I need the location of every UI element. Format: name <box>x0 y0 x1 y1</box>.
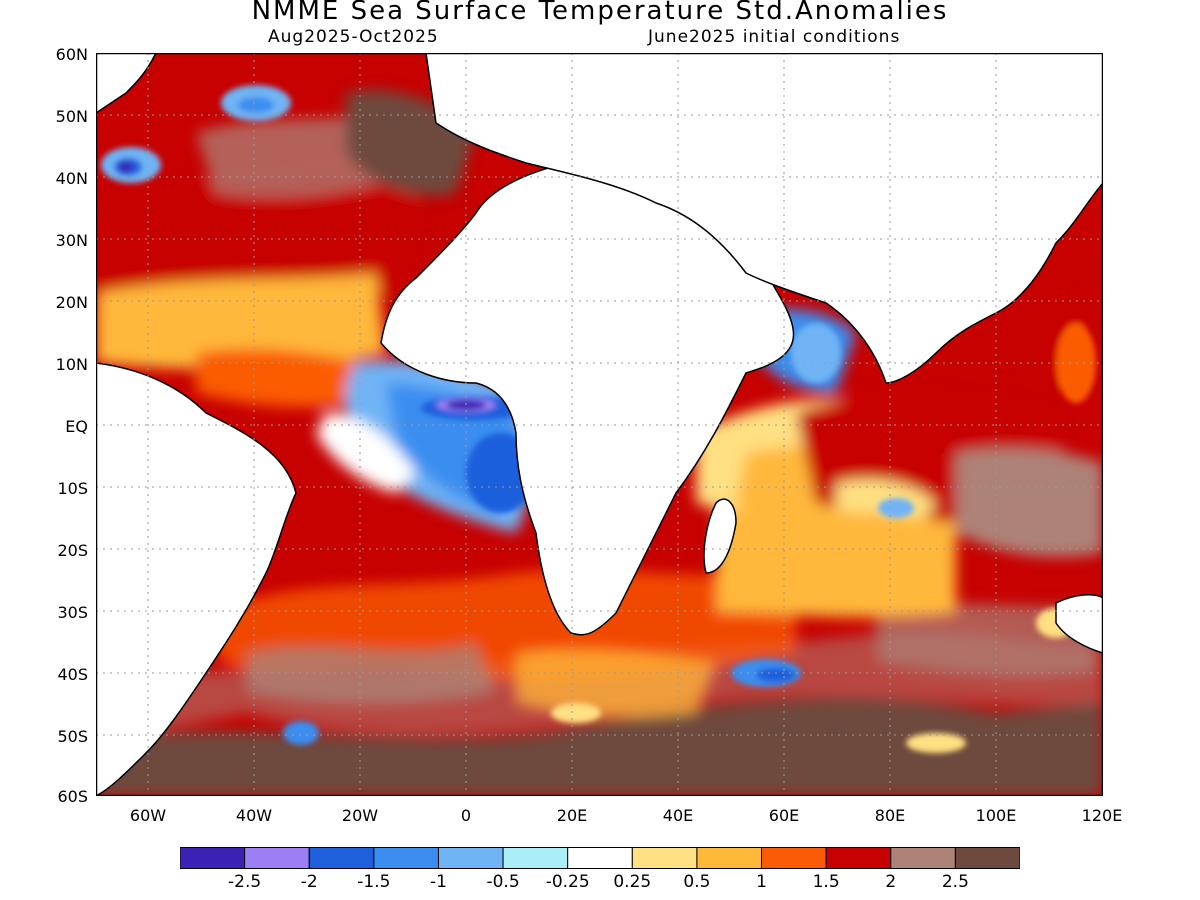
initial-conditions: June2025 initial conditions <box>648 27 901 47</box>
legend-swatch <box>244 847 310 869</box>
legend-label: -0.25 <box>545 872 590 892</box>
forecast-period: Aug2025-Oct2025 <box>268 27 439 47</box>
lon-tick: 60W <box>129 806 167 825</box>
legend-swatch <box>825 847 892 869</box>
color-legend <box>180 847 1020 869</box>
legend-swatch <box>437 847 504 869</box>
legend-label: 2 <box>885 872 897 892</box>
lat-tick: 10N <box>55 355 88 374</box>
lon-tick: 120E <box>1081 806 1123 825</box>
legend-label: 0.25 <box>613 872 652 892</box>
legend-label: 1.5 <box>812 872 840 892</box>
legend-swatch <box>567 847 633 869</box>
chart-title: NMME Sea Surface Temperature Std.Anomali… <box>251 0 949 26</box>
legend-label: -2.5 <box>228 872 262 892</box>
legend-swatch <box>502 847 569 869</box>
lat-tick: 20N <box>55 293 88 312</box>
lon-tick: 0 <box>460 806 472 825</box>
lat-tick: 50N <box>55 107 88 126</box>
lon-tick: 60E <box>768 806 800 825</box>
legend-swatch <box>308 847 375 869</box>
legend-swatch <box>180 847 246 869</box>
land <box>96 53 1103 796</box>
legend-swatch <box>890 847 956 869</box>
legend-swatch <box>954 847 1020 869</box>
lon-tick: 20E <box>556 806 588 825</box>
lat-tick: 30N <box>55 231 88 250</box>
legend-label: 1 <box>756 872 767 892</box>
legend-label: -1.5 <box>357 872 391 892</box>
lat-tick: 60S <box>57 787 88 806</box>
lon-tick: 20W <box>341 806 379 825</box>
legend-label: 0.5 <box>683 872 711 892</box>
lon-tick: 80E <box>874 806 906 825</box>
legend-swatch <box>373 847 439 869</box>
lon-tick: 100E <box>975 806 1017 825</box>
lat-tick: 40S <box>57 665 88 684</box>
lat-tick: 10S <box>57 479 88 498</box>
lat-tick: 20S <box>57 541 88 560</box>
legend-swatch <box>696 847 763 869</box>
lat-tick: 60N <box>55 45 88 64</box>
lat-tick: 30S <box>57 603 88 622</box>
legend-swatch <box>761 847 827 869</box>
graticule <box>96 53 1103 796</box>
lat-tick: 50S <box>57 727 88 746</box>
map-frame <box>95 52 1104 797</box>
lat-tick: 40N <box>55 169 88 188</box>
lon-tick: 40W <box>235 806 273 825</box>
legend-label: -1 <box>429 872 447 892</box>
legend-label: 2.5 <box>941 872 969 892</box>
legend-label: -2 <box>300 872 318 892</box>
legend-label: -0.5 <box>486 872 520 892</box>
legend-swatch <box>631 847 698 869</box>
map-canvas <box>95 52 1104 797</box>
sst-anomaly-map <box>95 52 1104 797</box>
lat-tick: EQ <box>65 417 88 436</box>
lon-tick: 40E <box>662 806 694 825</box>
